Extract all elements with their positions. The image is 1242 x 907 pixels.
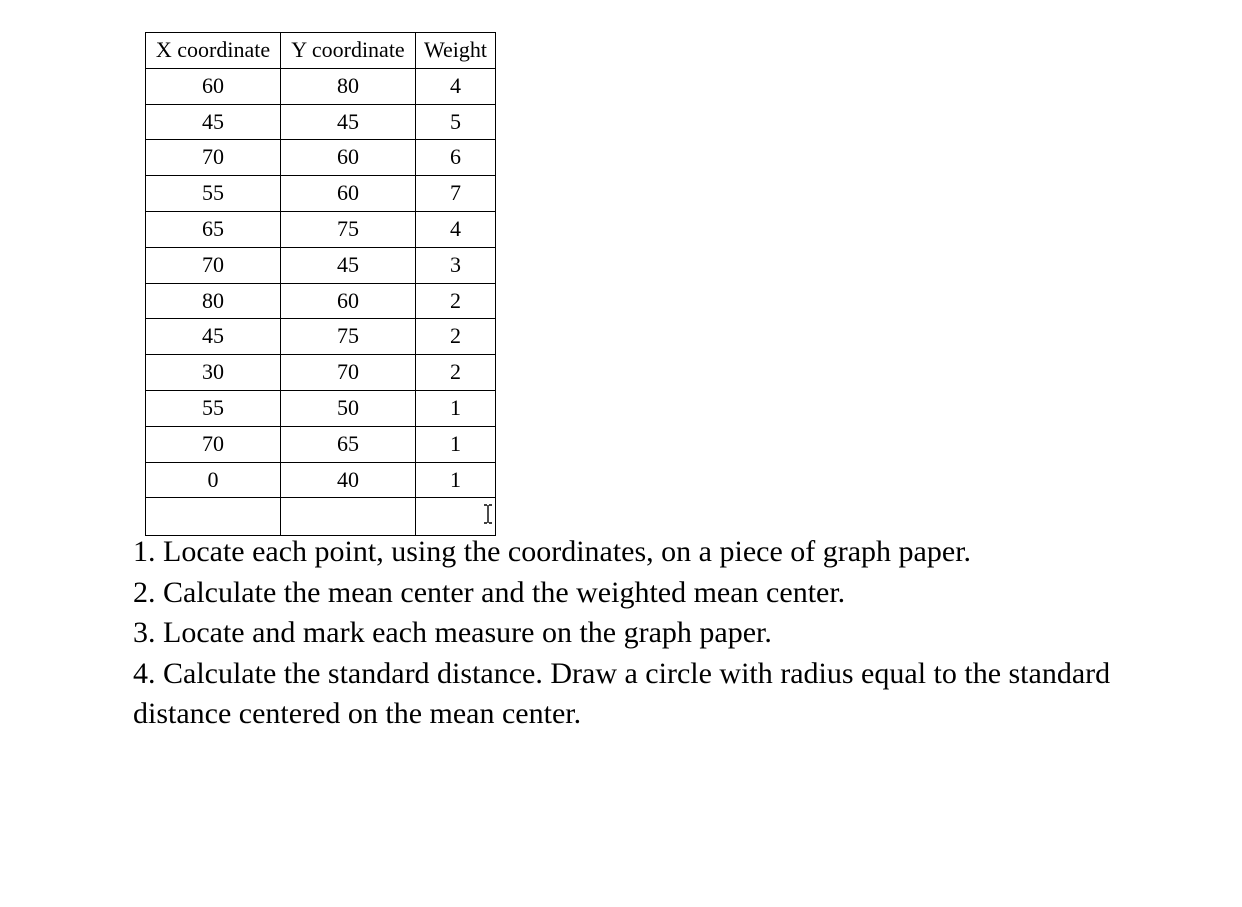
cell-w: 6 — [416, 140, 496, 176]
cell-y: 50 — [281, 390, 416, 426]
cell-y: 80 — [281, 68, 416, 104]
cell-x: 70 — [146, 426, 281, 462]
instruction-item: 3. Locate and mark each measure on the g… — [133, 613, 1113, 654]
cell-y: 45 — [281, 104, 416, 140]
cell-y: 40 — [281, 462, 416, 498]
cell-y: 75 — [281, 211, 416, 247]
instruction-item: 4. Calculate the standard distance. Draw… — [133, 654, 1113, 735]
instruction-item: 1. Locate each point, using the coordina… — [133, 532, 1113, 573]
table-row: 60 80 4 — [146, 68, 496, 104]
cell-x-empty — [146, 498, 281, 535]
table-row: 0 40 1 — [146, 462, 496, 498]
cell-y: 65 — [281, 426, 416, 462]
table-row: 55 50 1 — [146, 390, 496, 426]
cell-w: 2 — [416, 355, 496, 391]
cell-w: 4 — [416, 68, 496, 104]
instructions-block: 1. Locate each point, using the coordina… — [133, 532, 1113, 735]
cell-y: 45 — [281, 247, 416, 283]
cell-y: 60 — [281, 176, 416, 212]
cell-y: 60 — [281, 140, 416, 176]
cell-w: 7 — [416, 176, 496, 212]
cell-x: 55 — [146, 390, 281, 426]
table-row: 45 75 2 — [146, 319, 496, 355]
table-row: 55 60 7 — [146, 176, 496, 212]
cell-w: 1 — [416, 390, 496, 426]
cell-w: 2 — [416, 319, 496, 355]
cell-x: 60 — [146, 68, 281, 104]
instruction-item: 2. Calculate the mean center and the wei… — [133, 573, 1113, 614]
cell-x: 30 — [146, 355, 281, 391]
cell-w: 5 — [416, 104, 496, 140]
table-row: 30 70 2 — [146, 355, 496, 391]
table-row: 70 65 1 — [146, 426, 496, 462]
cell-x: 55 — [146, 176, 281, 212]
cell-w: 1 — [416, 426, 496, 462]
table-row-empty — [146, 498, 496, 535]
cell-x: 45 — [146, 319, 281, 355]
col-header-x: X coordinate — [146, 33, 281, 69]
cell-w: 2 — [416, 283, 496, 319]
table-row: 65 75 4 — [146, 211, 496, 247]
cell-w-empty[interactable] — [416, 498, 496, 535]
cell-w: 3 — [416, 247, 496, 283]
text-cursor-icon — [483, 502, 493, 533]
cell-y: 75 — [281, 319, 416, 355]
cell-x: 70 — [146, 140, 281, 176]
table-row: 45 45 5 — [146, 104, 496, 140]
cell-y: 60 — [281, 283, 416, 319]
table-row: 70 60 6 — [146, 140, 496, 176]
data-table: X coordinate Y coordinate Weight 60 80 4… — [145, 32, 496, 536]
table-row: 80 60 2 — [146, 283, 496, 319]
table-row: 70 45 3 — [146, 247, 496, 283]
cell-y-empty — [281, 498, 416, 535]
col-header-weight: Weight — [416, 33, 496, 69]
cell-x: 45 — [146, 104, 281, 140]
cell-x: 65 — [146, 211, 281, 247]
cell-x: 70 — [146, 247, 281, 283]
cell-x: 80 — [146, 283, 281, 319]
table-header-row: X coordinate Y coordinate Weight — [146, 33, 496, 69]
cell-x: 0 — [146, 462, 281, 498]
cell-w: 1 — [416, 462, 496, 498]
page-content: X coordinate Y coordinate Weight 60 80 4… — [145, 32, 496, 536]
col-header-y: Y coordinate — [281, 33, 416, 69]
cell-w: 4 — [416, 211, 496, 247]
cell-y: 70 — [281, 355, 416, 391]
